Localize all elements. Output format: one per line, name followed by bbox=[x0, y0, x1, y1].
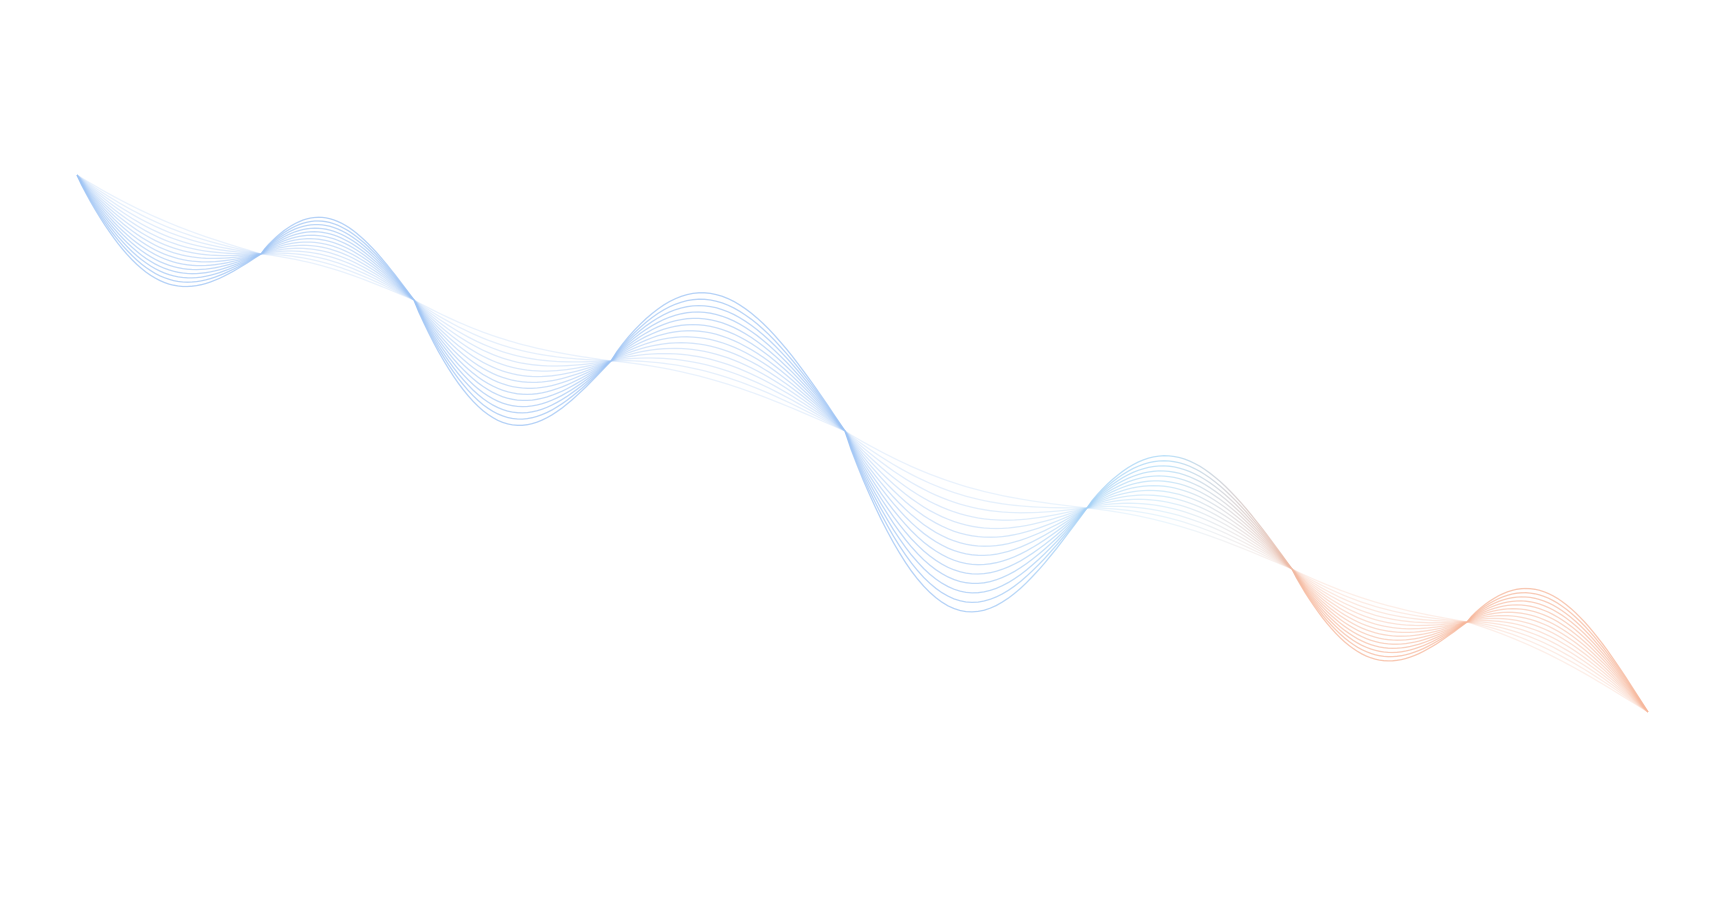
wave-line bbox=[76, 174, 1649, 713]
wave-line bbox=[76, 174, 1649, 713]
wave-line bbox=[76, 174, 1649, 713]
wave-line bbox=[76, 174, 1649, 713]
wave-line bbox=[76, 174, 1649, 713]
wave-line bbox=[76, 174, 1649, 713]
wave-line bbox=[76, 174, 1649, 713]
wave-line bbox=[76, 174, 1649, 713]
wave-line bbox=[76, 174, 1649, 713]
wave-line bbox=[76, 174, 1649, 713]
wave-line bbox=[76, 174, 1649, 713]
wave-line bbox=[76, 174, 1649, 713]
wave-line bbox=[76, 174, 1649, 713]
wave-line bbox=[76, 174, 1649, 713]
wave-lines bbox=[76, 174, 1649, 713]
